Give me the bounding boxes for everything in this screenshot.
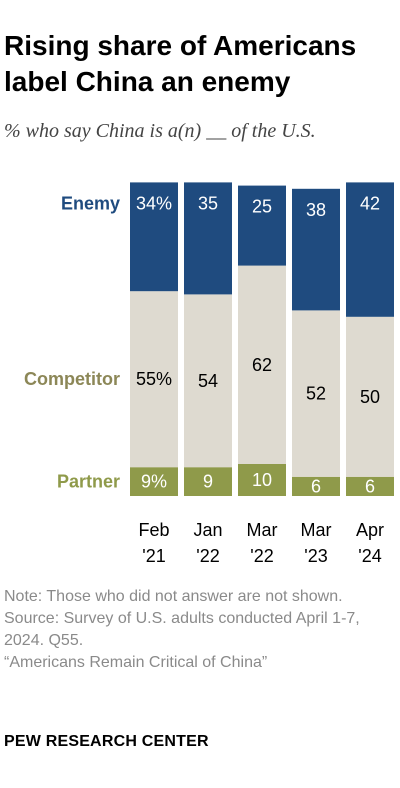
data-label-enemy: 35 [198,193,218,213]
stacked-bar-chart: 9% 55% 34% Feb '21 9 54 35 Jan '22 10 62 25 Mar '22 6 52… [24,182,394,566]
data-label-competitor: 52 [306,384,326,404]
data-label-partner: 10 [252,470,272,490]
report-title-text: “Americans Remain Critical of China” [4,654,268,671]
data-label-competitor: 62 [252,355,272,375]
bar-competitor [130,291,178,468]
chart-subtitle: % who say China is a(n) __ of the U.S. [4,120,316,142]
x-tick-label: '23 [304,546,327,566]
x-tick-label: Jan [193,520,222,540]
bar-partner [184,467,232,496]
bar-enemy [130,182,178,292]
data-label-enemy: 38 [306,200,326,220]
bar-enemy [346,182,394,317]
bar-competitor [346,316,394,477]
legend-label-competitor: Competitor [24,369,120,389]
chart-title: Rising share of Americans label China an… [4,30,357,97]
notes-block: Note: Those who did not answer are not s… [4,586,394,674]
data-label-partner: 6 [311,476,321,496]
bar-partner [292,476,340,496]
data-label-competitor: 55% [136,369,172,389]
x-tick-label: '22 [250,546,273,566]
legend-label-enemy: Enemy [61,193,120,213]
x-tick-label: '22 [196,546,219,566]
data-label-enemy: 42 [360,193,380,213]
bar-partner [238,464,286,496]
bar-partner [346,476,394,496]
data-label-enemy: 34% [136,193,172,213]
x-tick-label: Apr [356,520,384,540]
source-text: Source: Survey of U.S. adults conducted … [4,610,360,649]
bar-enemy [292,188,340,311]
bar-partner [130,467,178,496]
note-text: Note: Those who did not answer are not s… [4,588,343,605]
data-label-enemy: 25 [252,197,272,217]
bar-enemy [184,182,232,295]
x-tick-label: Feb [138,520,169,540]
x-tick-label: Mar [247,520,278,540]
brand-name: PEW RESEARCH CENTER [4,733,209,750]
x-tick-label: '24 [358,546,381,566]
x-tick-label: Mar [301,520,332,540]
bar-competitor [184,294,232,468]
bar-competitor [238,265,286,464]
bar-enemy [238,185,286,266]
bar-competitor [292,310,340,477]
data-label-competitor: 54 [198,371,218,391]
data-label-partner: 9% [141,472,167,492]
data-label-competitor: 50 [360,387,380,407]
data-label-partner: 6 [365,476,375,496]
legend-label-partner: Partner [57,472,120,492]
x-tick-label: '21 [142,546,165,566]
data-label-partner: 9 [203,472,213,492]
